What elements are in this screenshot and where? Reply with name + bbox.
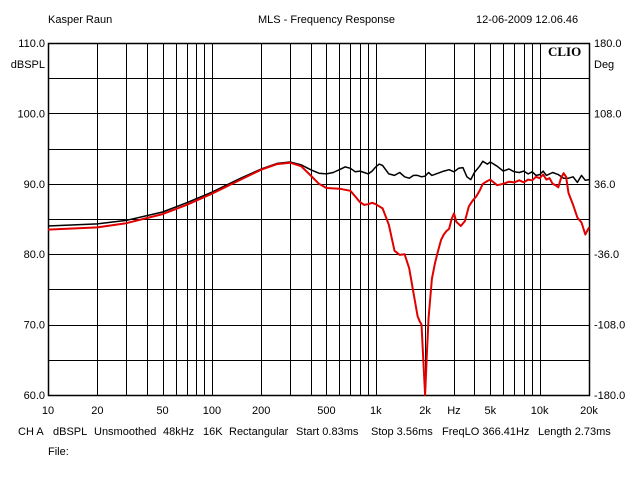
y-tick-label: 70.0 [24, 320, 45, 332]
footer-window: Rectangular [229, 426, 289, 438]
clio-logo: CLIO [548, 44, 582, 59]
footer-start: Start 0.83ms [296, 426, 359, 438]
header-title: MLS - Frequency Response [258, 14, 395, 26]
y-tick-label: 110.0 [18, 38, 45, 50]
y2-tick-label: -36.0 [594, 249, 619, 261]
y2-tick-label: 108.0 [594, 108, 622, 120]
y2-axis-label: Deg [594, 59, 614, 71]
y-tick-label: 100.0 [17, 108, 45, 120]
x-tick-label: 2k [419, 405, 431, 417]
y-axis-label: dBSPL [11, 59, 45, 71]
footer-file: File: [48, 446, 69, 458]
header-left: Kasper Raun [48, 14, 113, 26]
series-line-2 [47, 161, 590, 396]
footer-unit: dBSPL [53, 426, 88, 438]
header-datetime: 12-06-2009 12.06.46 [476, 14, 579, 26]
x-tick-label: 50 [156, 405, 168, 417]
series-line-1 [47, 160, 590, 227]
footer-channel: CH A [18, 426, 44, 438]
x-tick-label: 10 [42, 405, 54, 417]
x-tick-label: 200 [252, 405, 270, 417]
footer-length: Length 2.73ms [538, 426, 611, 438]
footer-rate: 48kHz [163, 426, 195, 438]
x-tick-label: 5k [485, 405, 497, 417]
y2-tick-label: 180.0 [594, 38, 622, 50]
x-tick-label: 20 [91, 405, 103, 417]
footer-smoothing: Unsmoothed [94, 426, 157, 438]
footer-stop: Stop 3.56ms [371, 426, 433, 438]
y-tick-label: 60.0 [24, 390, 45, 402]
y2-tick-label: -108.0 [594, 320, 625, 332]
y-tick-label: 80.0 [24, 249, 45, 261]
y2-tick-label: -180.0 [594, 390, 625, 402]
x-tick-label: 1k [370, 405, 382, 417]
footer-size: 16K [203, 426, 223, 438]
x-tick-label: 100 [203, 405, 221, 417]
x-tick-label: 500 [317, 405, 335, 417]
x-tick-label: Hz [447, 405, 460, 417]
y-tick-label: 90.0 [24, 179, 45, 191]
x-tick-label: 10k [531, 405, 549, 417]
plot-frame [47, 42, 591, 397]
footer-freqlo: FreqLO 366.41Hz [442, 426, 530, 438]
y2-tick-label: 36.0 [594, 179, 615, 191]
x-tick-label: 20k [580, 405, 598, 417]
